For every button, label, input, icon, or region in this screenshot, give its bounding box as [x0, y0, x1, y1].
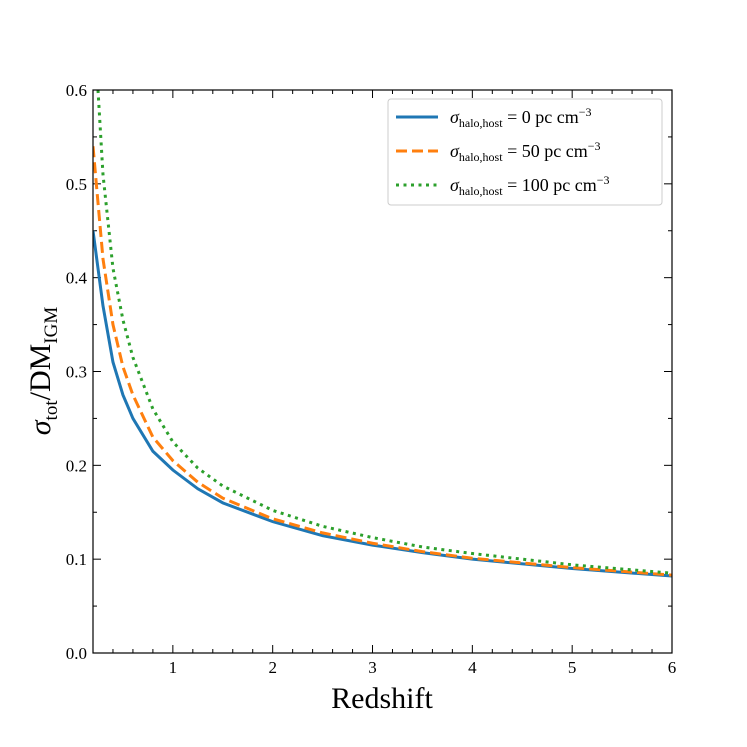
x-axis-label: Redshift — [331, 682, 433, 715]
x-tick-label: 2 — [268, 658, 277, 677]
plot-frame — [92, 89, 673, 654]
y-label-part: tot — [41, 400, 62, 421]
y-axis-label: σtot/DMIGM — [24, 307, 62, 436]
legend-part: = 0 pc cm — [503, 107, 579, 127]
legend-part: = 100 pc cm — [503, 175, 597, 195]
legend-part: −3 — [597, 173, 610, 187]
legend-label: σhalo,host = 50 pc cm−3 — [450, 139, 600, 164]
y-tick-label: 0.3 — [66, 363, 87, 382]
legend-box — [387, 98, 663, 206]
x-tick-label: 3 — [368, 658, 377, 677]
series-line — [93, 146, 672, 577]
y-tick-label: 0.1 — [66, 550, 87, 569]
y-label-part: σ — [24, 419, 57, 435]
legend-label: σhalo,host = 100 pc cm−3 — [450, 173, 609, 198]
legend-part: halo,host — [459, 150, 503, 164]
legend-part: σ — [450, 107, 460, 127]
x-tick-label: 1 — [169, 658, 178, 677]
legend-part: halo,host — [459, 184, 503, 198]
legend-label: σhalo,host = 0 pc cm−3 — [450, 105, 591, 130]
series-line — [93, 230, 672, 578]
series-line — [96, 90, 672, 575]
y-tick-label: 0.4 — [66, 269, 88, 288]
legend-part: = 50 pc cm — [503, 141, 588, 161]
y-label-part: IGM — [41, 307, 62, 344]
plot-area — [93, 90, 672, 578]
legend-part: −3 — [579, 105, 592, 119]
x-tick-label: 6 — [668, 658, 677, 677]
x-tick-label: 5 — [568, 658, 577, 677]
legend-part: −3 — [588, 139, 601, 153]
y-tick-label: 0.2 — [66, 456, 87, 475]
legend-part: halo,host — [459, 116, 503, 130]
y-tick-label: 0.6 — [66, 81, 87, 100]
y-label-part: /DM — [24, 344, 57, 401]
x-tick-label: 4 — [468, 658, 477, 677]
y-tick-label: 0.5 — [66, 175, 87, 194]
legend-part: σ — [450, 175, 460, 195]
legend-part: σ — [450, 141, 460, 161]
y-tick-label: 0.0 — [66, 644, 87, 663]
